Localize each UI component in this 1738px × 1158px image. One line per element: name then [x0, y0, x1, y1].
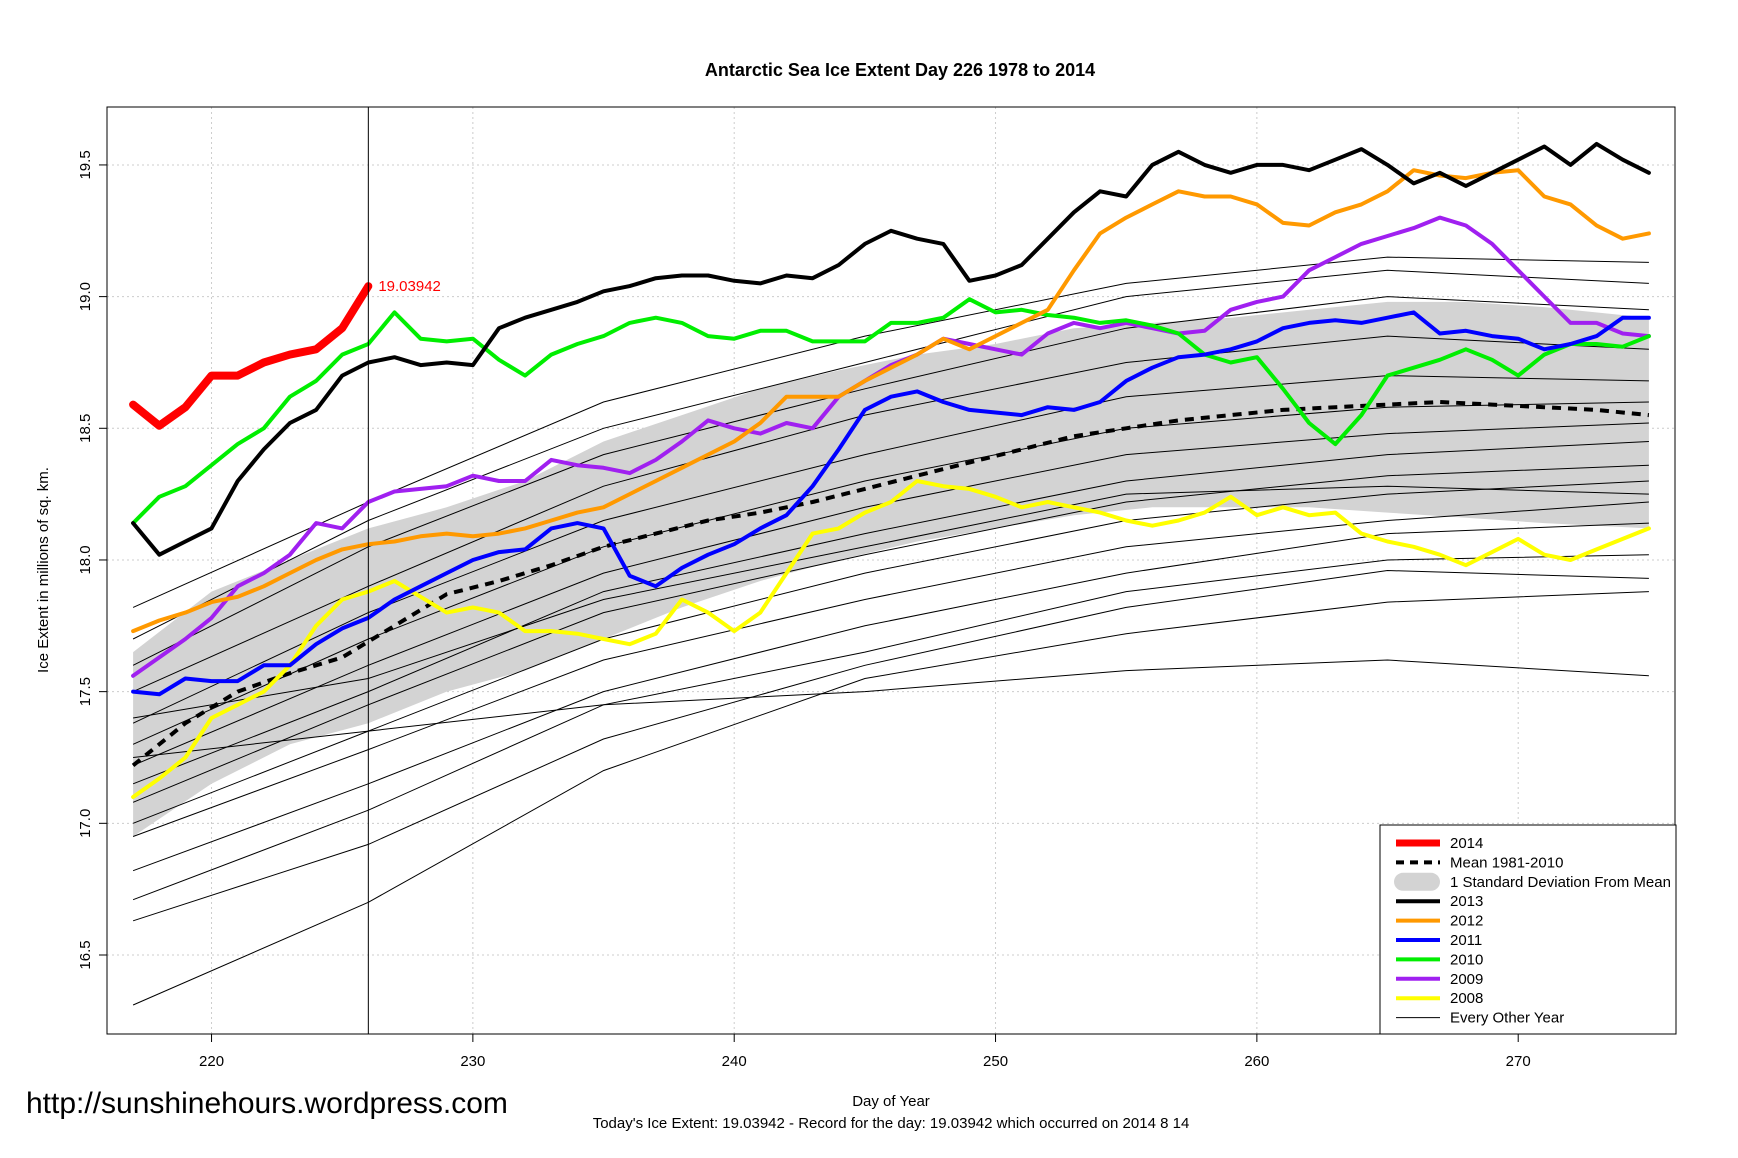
x-axis: 220 230 240 250 260 270	[199, 1034, 1531, 1070]
series-line-2014	[129, 282, 373, 430]
series-line-mean-1981-2010	[131, 400, 1650, 767]
x-tick-label-270: 270	[1506, 1053, 1531, 1070]
y-tick-label-16.5: 16.5	[77, 940, 94, 969]
watermark-url: http://sunshinehours.wordpress.com	[26, 1087, 508, 1120]
legend-label-2009: 2009	[1450, 971, 1483, 988]
series-line-2013	[131, 141, 1651, 557]
series-line-2008	[131, 479, 1651, 799]
legend: 2014 Mean 1981-2010 1 Standard Deviation F…	[1379, 824, 1677, 1035]
legend-label-2014: 2014	[1450, 835, 1483, 852]
legend-label-2013: 2013	[1450, 893, 1483, 910]
legend-label-mean-1981-2010: Mean 1981-2010	[1450, 854, 1563, 871]
series-line-2012	[131, 168, 1651, 634]
record-value-label: 19.03942	[378, 278, 441, 295]
series-line-2011	[131, 310, 1651, 697]
x-tick-label-260: 260	[1244, 1053, 1269, 1070]
footer-summary: Today's Ice Extent: 19.03942 - Record fo…	[593, 1115, 1190, 1132]
y-tick-label-18: 18.0	[77, 545, 94, 574]
sd-band-area	[133, 301, 1649, 837]
y-tick-label-17.5: 17.5	[77, 677, 94, 706]
x-tick-label-230: 230	[460, 1053, 485, 1070]
legend-label-1-standard-deviation-from-mean: 1 Standard Deviation From Mean	[1450, 874, 1671, 891]
legend-label-2008: 2008	[1450, 990, 1483, 1007]
sd-band	[133, 301, 1649, 837]
series-line-2010	[131, 297, 1651, 526]
legend-label-2012: 2012	[1450, 913, 1483, 930]
legend-label-every-other-year: Every Other Year	[1450, 1010, 1564, 1027]
chart-title: Antarctic Sea Ice Extent Day 226 1978 to…	[705, 60, 1095, 80]
x-axis-label: Day of Year	[852, 1093, 930, 1110]
x-tick-label-250: 250	[983, 1053, 1008, 1070]
y-tick-label-19: 19.0	[77, 282, 94, 311]
y-tick-label-17: 17.0	[77, 809, 94, 838]
y-tick-label-18.5: 18.5	[77, 414, 94, 443]
plot-frame	[106, 106, 1676, 1035]
y-tick-label-19.5: 19.5	[77, 150, 94, 179]
series-lines	[129, 141, 1651, 799]
series-line-2009	[131, 215, 1651, 678]
y-axis: 16.5 17.0 17.5 18.0 18.5 19.0 19.5	[77, 150, 107, 970]
legend-swatch-1-standard-deviation-from-mean	[1394, 872, 1440, 891]
x-tick-label-220: 220	[199, 1053, 224, 1070]
legend-label-2010: 2010	[1450, 951, 1483, 968]
legend-label-2011: 2011	[1450, 932, 1482, 949]
x-tick-label-240: 240	[722, 1053, 747, 1070]
y-axis-label: Ice Extent in millions of sq. km.	[35, 467, 52, 673]
